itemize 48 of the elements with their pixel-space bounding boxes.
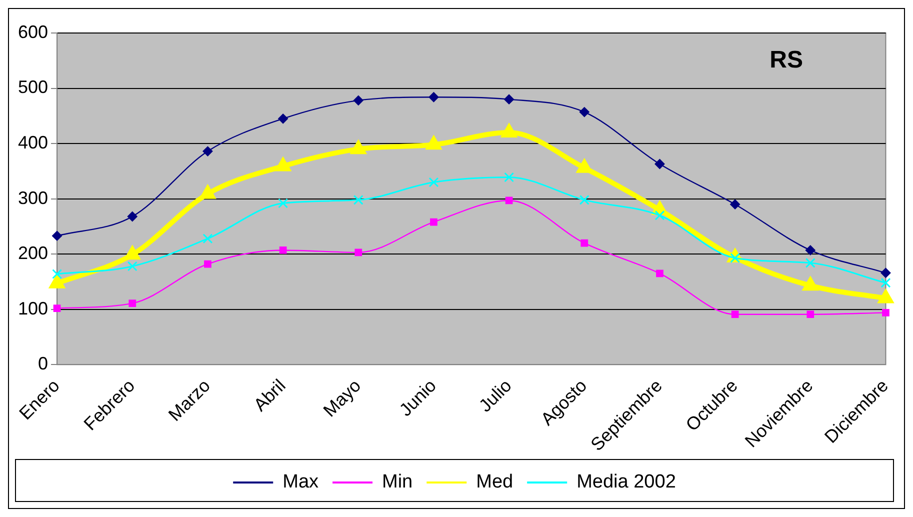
point bbox=[202, 146, 213, 156]
point bbox=[428, 177, 439, 188]
point bbox=[128, 300, 136, 307]
point bbox=[202, 234, 213, 244]
point bbox=[430, 218, 438, 226]
point bbox=[579, 194, 590, 205]
y-tick-label: 100 bbox=[18, 298, 48, 318]
legend-label: Min bbox=[382, 472, 413, 493]
point bbox=[278, 198, 288, 208]
y-tick-label: 300 bbox=[18, 188, 48, 208]
y-tick-label: 600 bbox=[18, 22, 48, 42]
point bbox=[127, 261, 138, 272]
point bbox=[806, 310, 814, 318]
point bbox=[882, 309, 890, 316]
point bbox=[579, 107, 590, 118]
point bbox=[353, 95, 364, 106]
point bbox=[127, 212, 138, 222]
point bbox=[278, 114, 288, 124]
point bbox=[654, 159, 665, 169]
point bbox=[505, 196, 513, 204]
text: RS bbox=[770, 46, 803, 74]
point bbox=[654, 210, 665, 220]
point bbox=[504, 94, 514, 104]
point bbox=[730, 199, 740, 210]
point bbox=[504, 172, 514, 182]
y-tick-label: 500 bbox=[18, 77, 48, 98]
y-tick-label: 400 bbox=[18, 132, 48, 153]
point bbox=[805, 258, 816, 268]
legend-label: Max bbox=[282, 472, 320, 493]
legend-label: Media 2002 bbox=[576, 472, 676, 493]
point bbox=[52, 230, 62, 241]
point bbox=[580, 239, 588, 247]
point bbox=[52, 269, 62, 279]
legend-label: Med bbox=[476, 472, 514, 493]
point bbox=[354, 248, 362, 256]
point bbox=[204, 260, 212, 268]
y-tick-label: 0 bbox=[38, 354, 48, 374]
point bbox=[880, 278, 891, 288]
point bbox=[805, 245, 816, 256]
point bbox=[353, 194, 364, 205]
point bbox=[656, 270, 664, 278]
x-tick-label: Julio bbox=[475, 375, 516, 416]
point bbox=[279, 246, 287, 254]
point bbox=[428, 92, 439, 102]
y-tick-label: 200 bbox=[18, 243, 48, 264]
point bbox=[53, 304, 61, 312]
point bbox=[731, 310, 739, 318]
point bbox=[880, 268, 891, 278]
